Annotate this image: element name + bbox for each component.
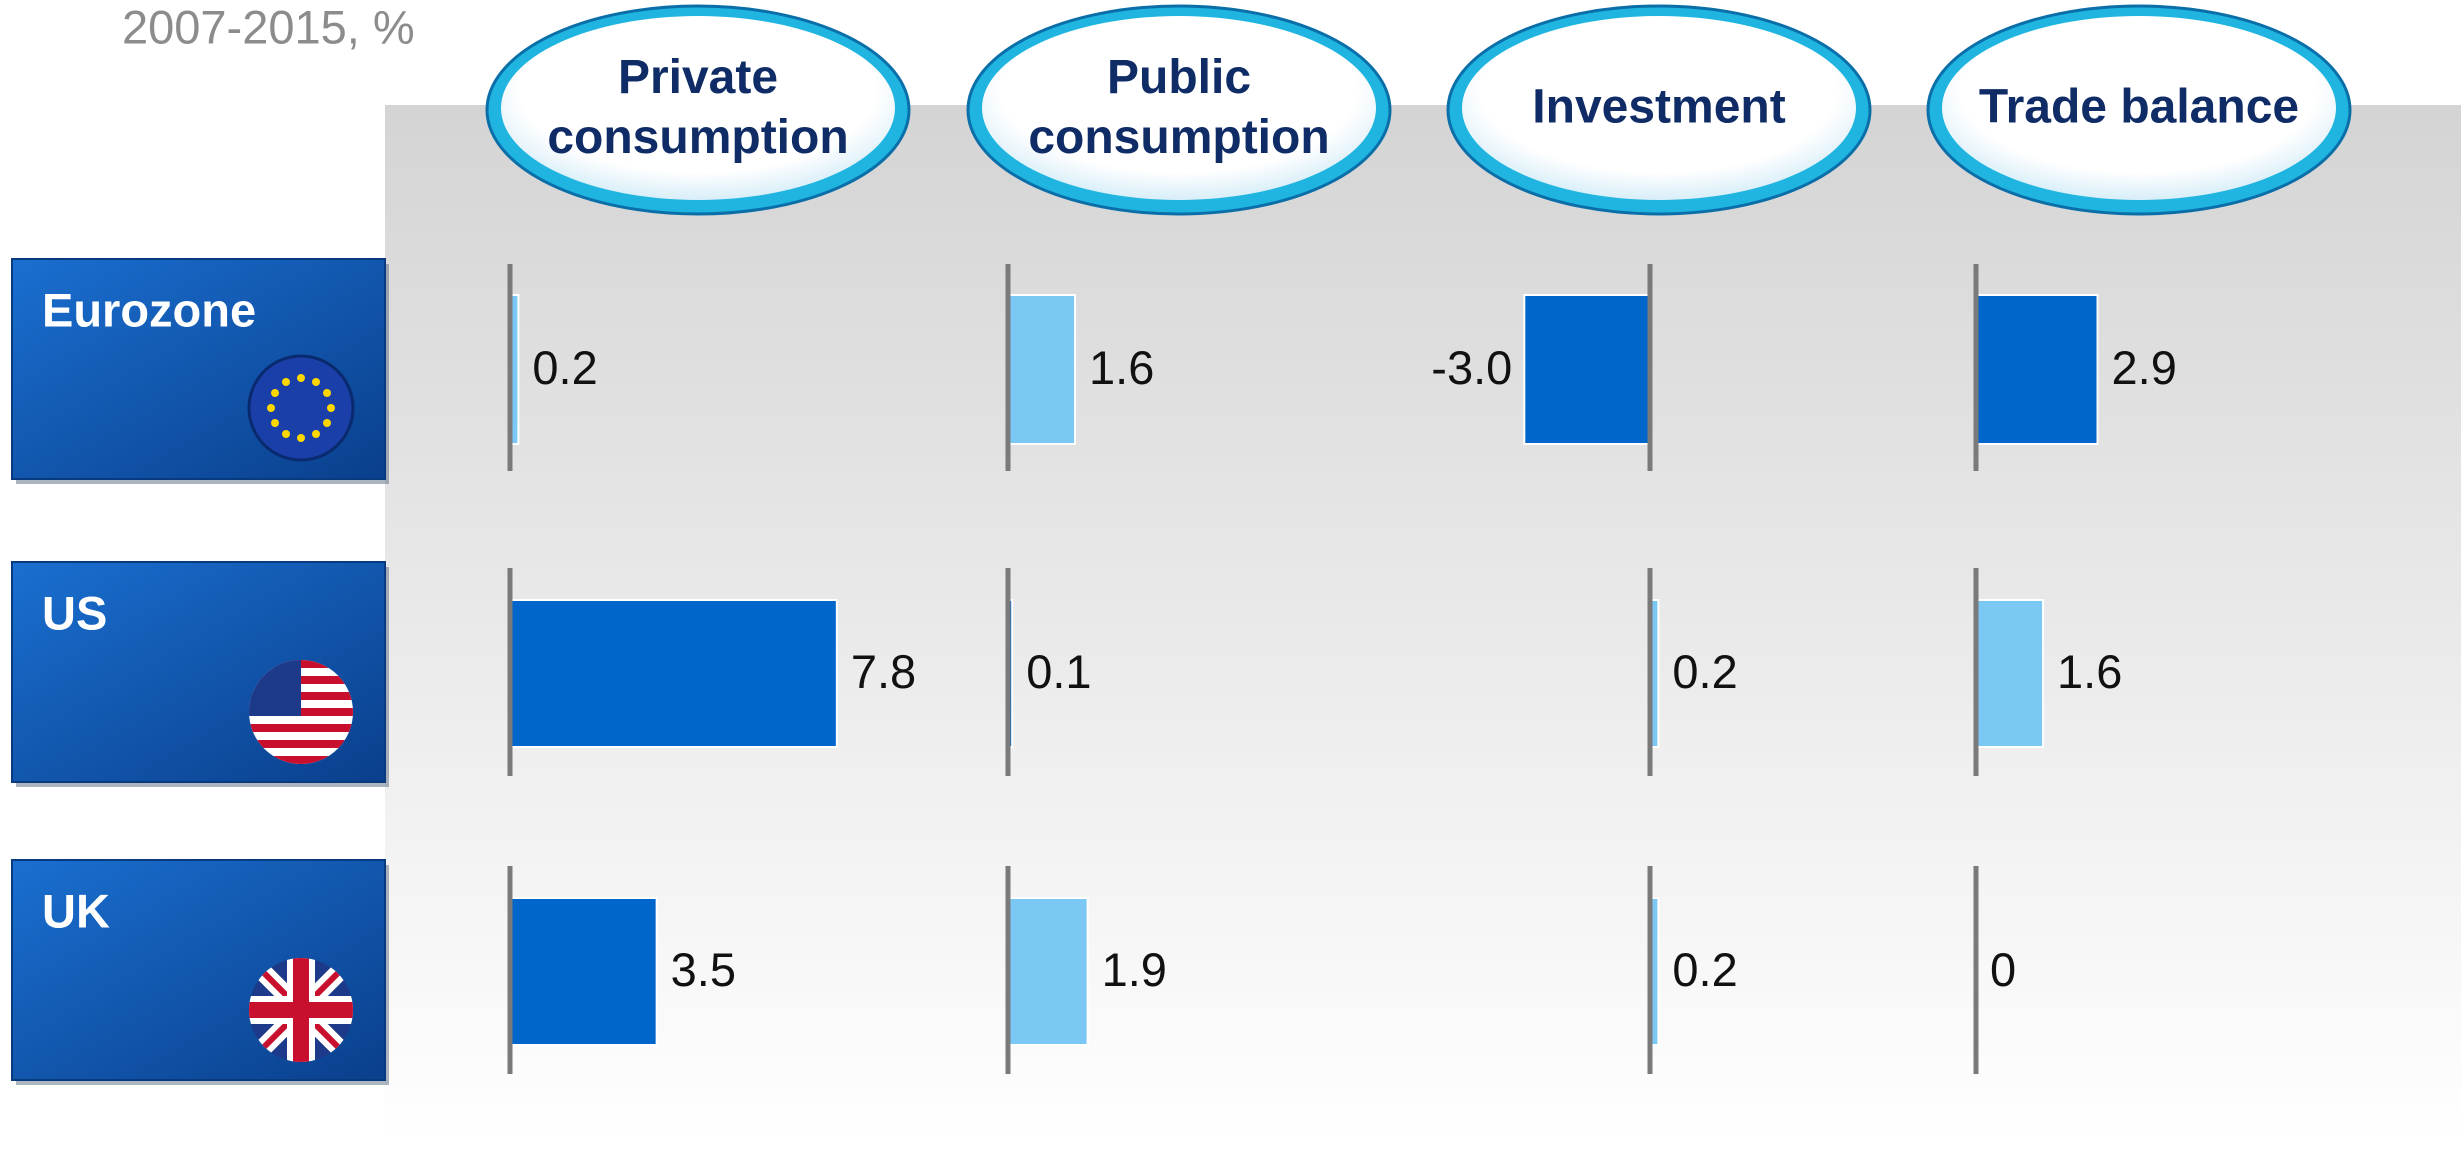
value-label: 0.2	[532, 341, 597, 394]
value-label: -3.0	[1431, 341, 1512, 394]
value-label: 0.1	[1026, 645, 1091, 698]
value-label: 0.2	[1672, 943, 1737, 996]
row-label: UK	[42, 884, 110, 937]
bar	[510, 600, 837, 747]
row-label: Eurozone	[42, 283, 256, 336]
subtitle: 2007-2015, %	[122, 0, 415, 53]
row-label: US	[42, 586, 107, 639]
value-label: 7.8	[851, 645, 916, 698]
flag-uk	[249, 958, 353, 1062]
bar	[1976, 600, 2043, 747]
chart: 2007-2015, % EurozoneUSUKPrivateconsumpt…	[0, 0, 2461, 1152]
header-ellipse	[501, 16, 895, 200]
bar	[1008, 295, 1075, 444]
column-header: Investment	[1532, 81, 1785, 134]
bar	[1976, 295, 2098, 444]
column-header: Trade balance	[1979, 81, 2299, 134]
header-ellipse	[982, 16, 1376, 200]
page: {"chart_data": {"type": "bar", "subtitle…	[0, 0, 2461, 1152]
bar	[1524, 295, 1650, 444]
value-label: 0	[1990, 943, 2016, 996]
bar	[510, 898, 657, 1045]
value-label: 1.6	[2057, 645, 2122, 698]
value-label: 0.2	[1672, 645, 1737, 698]
value-label: 2.9	[2112, 341, 2177, 394]
flag-eu	[249, 356, 353, 460]
flag-us	[249, 660, 353, 764]
value-label: 1.6	[1089, 341, 1154, 394]
value-label: 3.5	[671, 943, 736, 996]
value-label: 1.9	[1102, 943, 1167, 996]
bar	[1008, 898, 1088, 1045]
